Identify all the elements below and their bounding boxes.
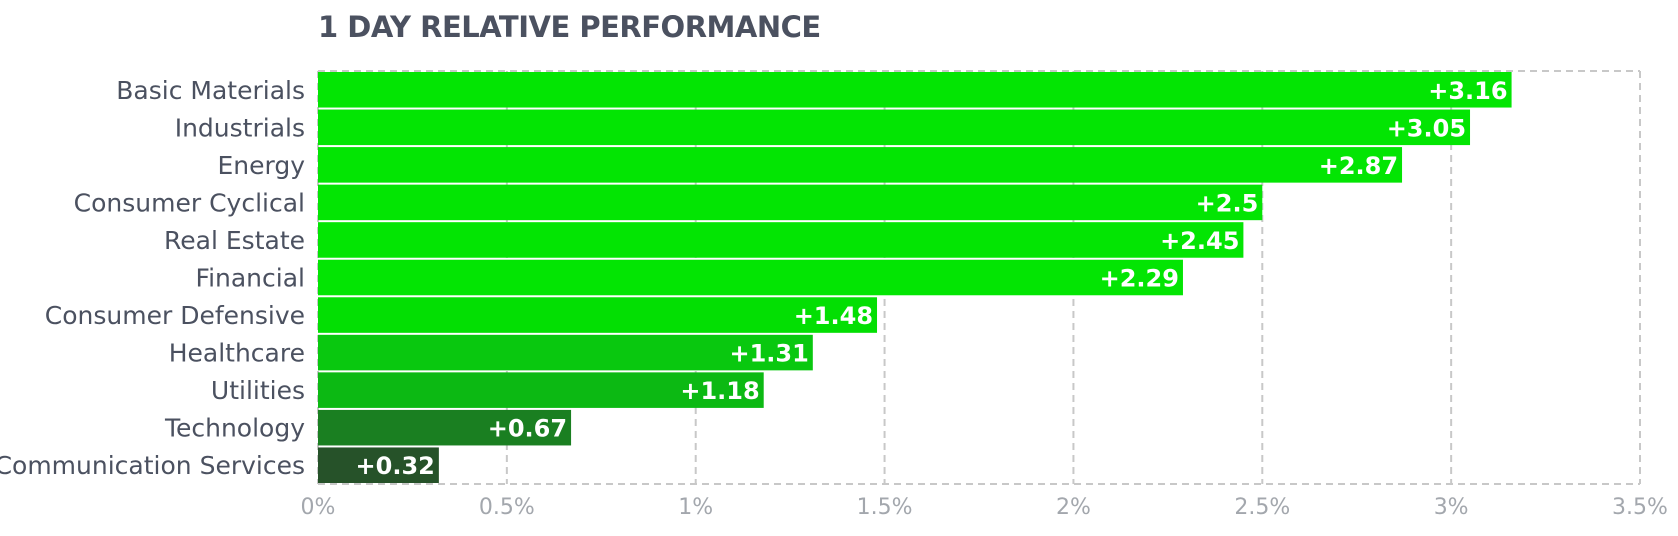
bars xyxy=(318,72,1512,483)
category-label: Technology xyxy=(164,414,305,443)
x-tick-label: 2% xyxy=(1056,495,1091,520)
value-label: +1.48 xyxy=(794,302,873,330)
bar[interactable] xyxy=(318,372,764,408)
bar[interactable] xyxy=(318,72,1512,108)
category-label: Energy xyxy=(217,151,305,180)
value-label: +1.31 xyxy=(729,340,808,368)
category-label: Real Estate xyxy=(164,226,305,255)
bar[interactable] xyxy=(318,447,439,483)
value-label: +2.29 xyxy=(1100,265,1179,293)
value-label: +2.45 xyxy=(1160,227,1239,255)
category-label: Industrials xyxy=(175,113,305,142)
category-label: Consumer Defensive xyxy=(45,301,305,330)
bar[interactable] xyxy=(318,147,1403,183)
bar[interactable] xyxy=(318,259,1183,296)
value-labels: +3.16 +3.05 +2.87 +2.5 +2.45 +2.29 +1.48 +1.31 +… xyxy=(356,77,1508,480)
bar[interactable] xyxy=(318,334,813,371)
value-label: +0.32 xyxy=(356,452,435,480)
x-axis-ticks: 0% 0.5% 1% 1.5% 2% 2.5% 3% 3.5% xyxy=(301,495,1668,520)
category-label: Financial xyxy=(196,264,305,293)
bar[interactable] xyxy=(318,184,1263,221)
value-label: +3.05 xyxy=(1387,114,1466,142)
value-label: +0.67 xyxy=(488,415,567,443)
x-tick-label: 3% xyxy=(1434,495,1469,520)
category-label: Communication Services xyxy=(0,451,305,480)
value-label: +2.87 xyxy=(1319,152,1398,180)
value-label: +1.18 xyxy=(680,377,759,405)
x-tick-label: 3.5% xyxy=(1612,495,1668,520)
category-labels: Basic Materials Industrials Energy Consumer… xyxy=(0,76,305,480)
category-label: Basic Materials xyxy=(116,76,305,105)
category-label: Consumer Cyclical xyxy=(74,188,305,217)
value-label: +2.5 xyxy=(1196,189,1259,217)
category-label: Healthcare xyxy=(169,339,305,368)
category-label: Utilities xyxy=(211,376,305,405)
x-tick-label: 0.5% xyxy=(479,495,535,520)
bar[interactable] xyxy=(318,409,572,446)
bar[interactable] xyxy=(318,297,878,333)
bar[interactable] xyxy=(318,222,1244,258)
value-label: +3.16 xyxy=(1428,77,1507,105)
chart-title: 1 DAY RELATIVE PERFORMANCE xyxy=(318,10,821,44)
x-tick-label: 1.5% xyxy=(857,495,913,520)
x-tick-label: 1% xyxy=(678,495,713,520)
x-tick-label: 0% xyxy=(301,495,336,520)
bar[interactable] xyxy=(318,109,1471,146)
x-tick-label: 2.5% xyxy=(1234,495,1290,520)
